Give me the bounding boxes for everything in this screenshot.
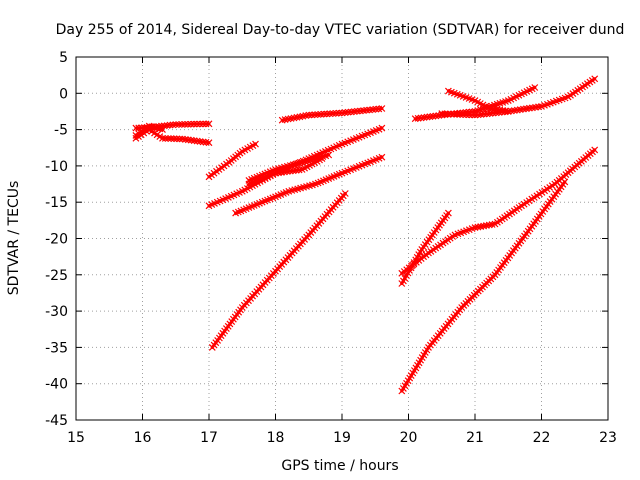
x-tick-label: 16	[134, 430, 152, 446]
x-tick-label: 19	[333, 430, 351, 446]
series-12	[444, 87, 512, 115]
y-tick-label: -15	[45, 195, 68, 211]
x-axis-label: GPS time / hours	[281, 458, 398, 474]
series-15	[398, 209, 452, 287]
series-3	[132, 122, 166, 139]
x-tick-label: 15	[67, 430, 85, 446]
chart-title: Day 255 of 2014, Sidereal Day-to-day VTE…	[56, 22, 625, 38]
series-8	[232, 153, 386, 217]
series-16	[398, 178, 569, 395]
y-tick-label: -40	[45, 377, 68, 393]
y-tick-label: -25	[45, 268, 68, 284]
series-markers	[278, 105, 386, 124]
series-markers	[132, 126, 213, 147]
series-markers	[245, 155, 326, 188]
series-markers	[205, 140, 259, 181]
y-tick-label: -5	[54, 123, 68, 139]
series-markers	[208, 190, 349, 351]
series-markers	[232, 153, 386, 217]
y-tick-label: 0	[59, 86, 68, 102]
series-13	[438, 75, 599, 119]
y-tick-label: -35	[45, 340, 68, 356]
series-9	[278, 105, 386, 124]
x-tick-label: 17	[200, 430, 218, 446]
y-tick-label: -10	[45, 159, 68, 175]
x-tick-label: 23	[599, 430, 617, 446]
series-markers	[398, 209, 452, 287]
series-markers	[398, 178, 569, 395]
y-tick-label: -30	[45, 304, 68, 320]
series-line	[280, 107, 384, 122]
y-tick-label: 5	[59, 50, 68, 66]
x-tick-label: 18	[267, 430, 285, 446]
series-2	[132, 126, 213, 147]
y-axis-label: SDTVAR / TECUs	[6, 181, 22, 296]
series-markers	[132, 122, 166, 139]
x-tick-label: 22	[533, 430, 551, 446]
series-4	[205, 140, 259, 181]
x-tick-label: 21	[466, 430, 484, 446]
x-tick-label: 20	[400, 430, 418, 446]
y-tick-label: -20	[45, 232, 68, 248]
series-10	[208, 190, 349, 351]
series-7	[245, 155, 326, 188]
series-markers	[438, 75, 599, 119]
y-tick-label: -45	[45, 413, 68, 429]
series-markers	[398, 146, 599, 277]
series-14	[398, 146, 599, 277]
